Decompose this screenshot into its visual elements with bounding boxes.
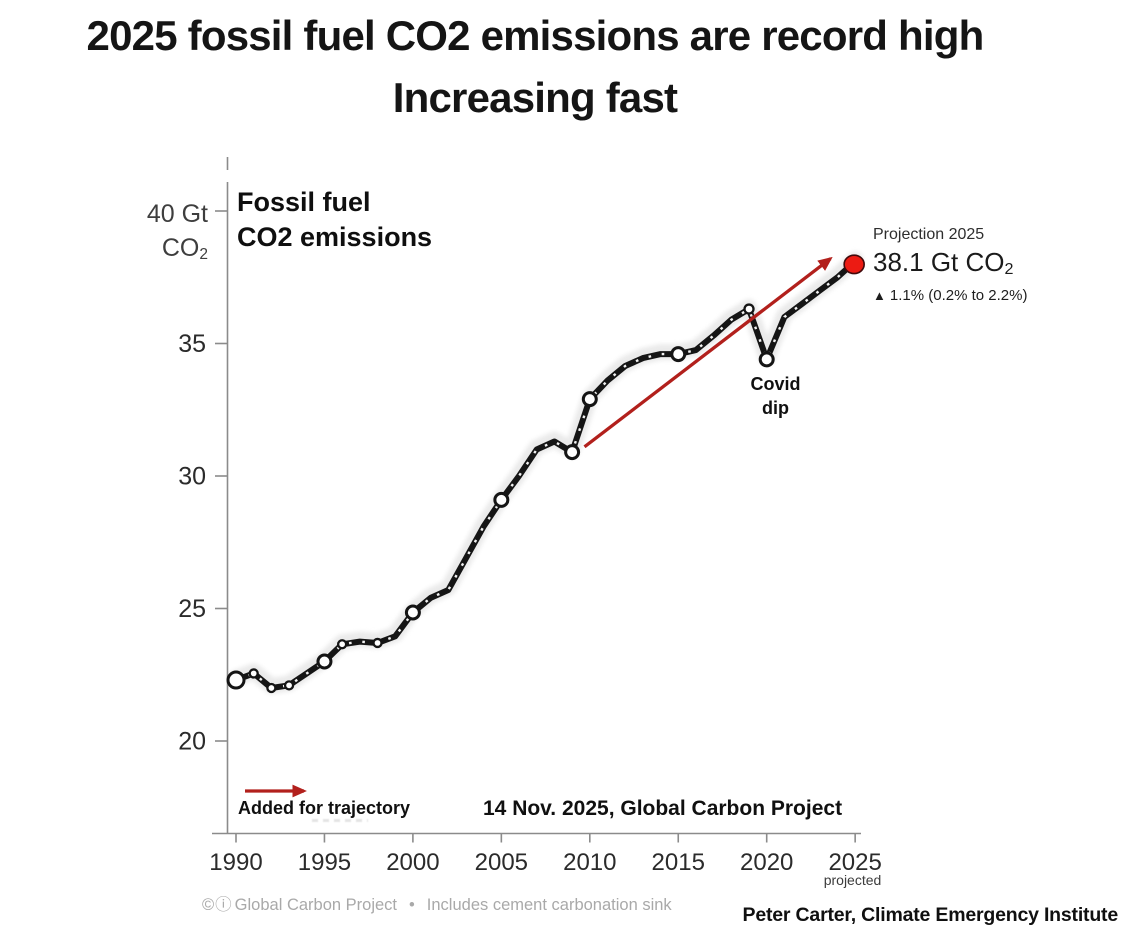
projection-title: Projection 2025: [873, 226, 985, 243]
covid-dip-line1: Covid: [750, 374, 801, 394]
uncertainty-band: [228, 251, 864, 694]
data-point-marker: [266, 682, 277, 694]
y-axis-unit-line2: CO2: [161, 234, 208, 264]
y-tick-label: 30: [178, 463, 206, 491]
data-point-marker: [743, 303, 755, 315]
projection-annotation: Projection 2025 38.1 Gt CO2 ▲ 1.1% (0.2% …: [873, 226, 1027, 304]
bullet-separator: •: [409, 896, 415, 914]
license-icons: ©ⓘ: [202, 896, 233, 914]
data-point-marker: [283, 680, 295, 691]
covid-dip-line2: dip: [762, 398, 789, 418]
y-axis-unit-line1: 40 Gt: [146, 200, 208, 228]
projection-value: 38.1 Gt CO2: [873, 247, 1014, 279]
credit-label: Peter Carter, Climate Emergency Institut…: [742, 904, 1119, 926]
data-point-marker: [404, 604, 421, 621]
covid-dip-annotation: Covid dip: [728, 372, 823, 420]
y-axis-unit-label: 40 Gt CO2: [118, 197, 208, 272]
x-tick-label: 1990: [209, 849, 262, 876]
y-tick-label: 20: [178, 728, 206, 756]
series-label-line1: Fossil fuel: [237, 187, 371, 217]
y-tick-label: 25: [178, 595, 206, 623]
data-point-marker: [581, 391, 598, 408]
data-point-marker: [493, 491, 510, 508]
data-point-marker: [316, 653, 333, 670]
data-point-marker: [248, 668, 259, 679]
trajectory-legend-label: Added for trajectory: [238, 798, 411, 818]
page-title-line1: 2025 fossil fuel CO2 emissions are recor…: [86, 12, 985, 59]
data-point-marker: [670, 346, 687, 363]
data-point-marker: [758, 351, 775, 368]
y-tick-label: 35: [178, 330, 206, 358]
projection-dot: [843, 254, 865, 275]
x-tick-label: 2015: [652, 849, 705, 876]
projection-change: ▲ 1.1% (0.2% to 2.2%): [873, 287, 1028, 305]
page-title-line2: Increasing fast: [392, 74, 678, 121]
attribution-source: Global Carbon Project: [234, 896, 398, 914]
attribution-note: Includes cement carbonation sink: [426, 896, 672, 914]
x-tick-label: 2000: [386, 849, 439, 876]
data-point-marker: [372, 637, 383, 649]
series-label: Fossil fuel CO2 emissions: [237, 185, 432, 255]
x-tick-label: 2010: [563, 849, 616, 876]
erased-text-artifact: [312, 819, 368, 822]
data-point-marker: [226, 670, 246, 690]
x-tick-sublabel: projected: [823, 872, 882, 888]
x-tick-label: 2005: [475, 849, 528, 876]
x-tick-label: 1995: [298, 849, 351, 876]
data-point-marker: [564, 444, 581, 461]
attribution: ©ⓘ Global Carbon Project • Includes cement …: [202, 891, 672, 915]
date-source-label: 14 Nov. 2025, Global Carbon Project: [483, 797, 843, 820]
trajectory-arrow: [583, 256, 833, 449]
up-triangle-icon: ▲: [873, 288, 886, 304]
data-point-marker: [336, 639, 348, 650]
x-tick-label: 2025: [828, 849, 881, 876]
x-tick-label: 2020: [740, 849, 793, 876]
series-label-line2: CO2 emissions: [237, 222, 433, 252]
